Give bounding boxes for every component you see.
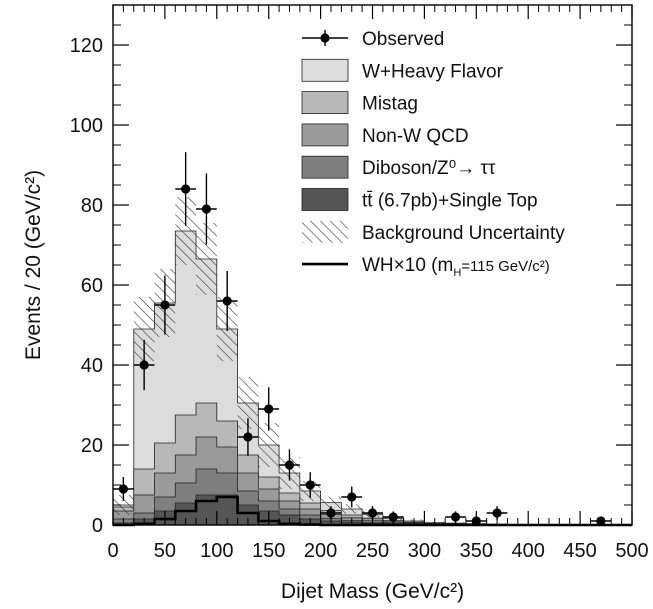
uncertainty-bin <box>237 377 259 429</box>
legend-label: Background Uncertainty <box>362 223 565 244</box>
y-tick-label: 100 <box>70 115 103 137</box>
legend-label: Diboson/Z⁰→ ττ <box>362 158 496 179</box>
y-tick-label: 40 <box>81 355 103 377</box>
legend-label: Non-W QCD <box>362 126 469 147</box>
data-point <box>175 152 197 226</box>
legend-label: Observed <box>362 29 444 50</box>
legend: Observed W+Heavy Flavor Mistag Non-W QCD Dib… <box>301 29 565 279</box>
data-point <box>154 275 176 335</box>
legend-item-observed: Observed <box>302 29 444 50</box>
legend-item-mistag: Mistag <box>301 91 418 115</box>
legend-label: tt̄ (6.7pb)+Single Top <box>362 191 538 212</box>
uncertainty-bin <box>175 197 197 265</box>
y-tick-label: 20 <box>81 435 103 457</box>
data-point <box>486 506 508 520</box>
x-tick-label: 450 <box>563 540 596 562</box>
legend-label: W+Heavy Flavor <box>362 61 504 82</box>
y-tick-label: 120 <box>70 35 103 57</box>
x-axis-title: Dijet Mass (GeV/c²) <box>281 580 464 603</box>
x-tick-label: 250 <box>356 540 389 562</box>
uncertainty-bin <box>196 223 217 295</box>
legend-label: WH×10 (mH=115 GeV/c²) <box>362 255 550 279</box>
data-point <box>113 477 134 501</box>
x-tick-label: 150 <box>252 540 285 562</box>
legend-item-whf: W+Heavy Flavor <box>301 58 504 82</box>
legend-label: Mistag <box>362 94 418 115</box>
uncertainty-bin <box>341 504 363 514</box>
axes: 0 50 100 150 200 250 300 350 400 450 500 0 20 40 60 80 1… <box>70 4 649 562</box>
legend-item-signal: WH×10 (mH=115 GeV/c²) <box>302 255 550 279</box>
x-tick-label: 400 <box>512 540 545 562</box>
legend-item-unc: Background Uncertainty <box>302 220 565 244</box>
data-point <box>320 506 342 520</box>
x-tick-label: 350 <box>460 540 493 562</box>
data-point <box>299 472 321 498</box>
x-tick-label: 500 <box>615 540 648 562</box>
y-tick-label: 60 <box>81 275 103 297</box>
x-tick-label: 100 <box>200 540 233 562</box>
uncertainty-bin <box>113 495 134 515</box>
y-tick-label: 0 <box>92 515 103 537</box>
data-point <box>133 339 155 391</box>
legend-item-diboson: Diboson/Z⁰→ ττ <box>301 155 496 179</box>
legend-item-top: tt̄ (6.7pb)+Single Top <box>301 188 538 212</box>
x-tick-label: 0 <box>107 540 118 562</box>
uncertainty-bin <box>133 297 155 361</box>
x-tick-label: 300 <box>408 540 441 562</box>
data-point <box>216 271 238 331</box>
y-axis-title: Events / 20 (GeV/c²) <box>22 170 45 360</box>
data-point <box>258 387 280 431</box>
data-point <box>279 449 300 481</box>
data-point <box>382 511 404 523</box>
x-tick-label: 200 <box>304 540 337 562</box>
y-tick-label: 80 <box>81 195 103 217</box>
data-point <box>237 418 259 456</box>
legend-item-nonw: Non-W QCD <box>301 123 469 147</box>
data-point <box>341 486 363 508</box>
x-tick-label: 50 <box>154 540 176 562</box>
uncertainty-bin <box>258 423 280 467</box>
data-point <box>196 173 217 245</box>
uncertainty-bin <box>320 496 342 509</box>
